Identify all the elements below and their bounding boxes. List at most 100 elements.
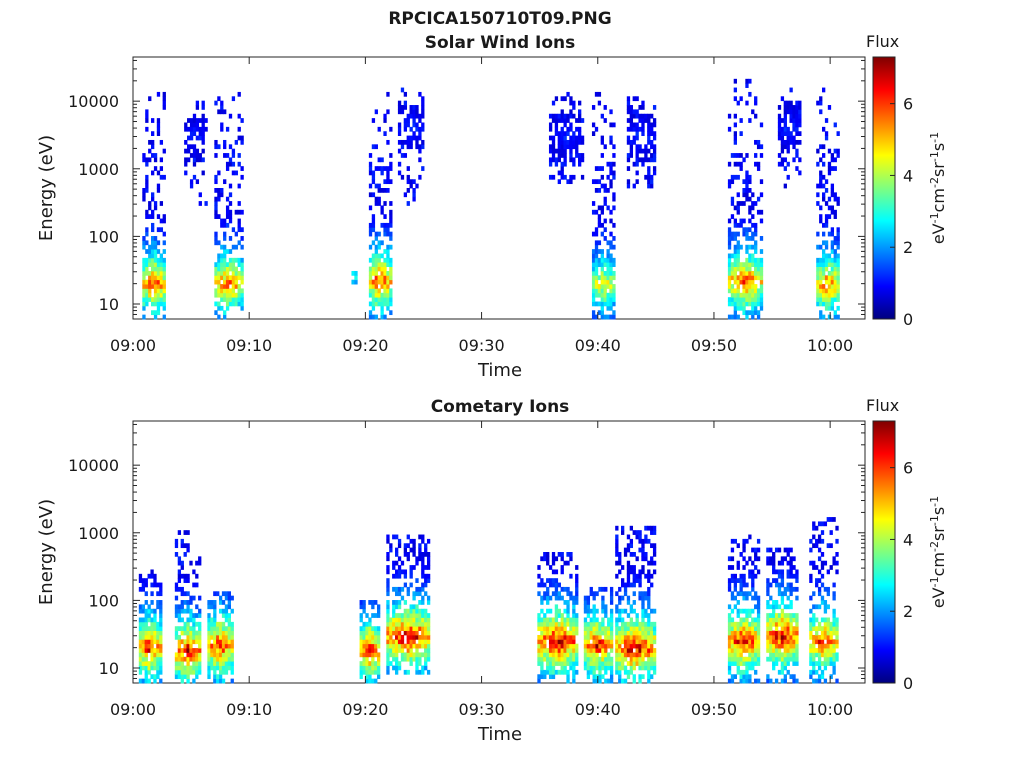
flux-cell [207, 626, 211, 631]
flux-cell [786, 552, 790, 557]
flux-cell [195, 634, 199, 640]
flux-cell [751, 665, 755, 671]
flux-cell [389, 222, 393, 228]
flux-cell [739, 244, 743, 250]
flux-cell [827, 288, 832, 294]
flux-cell [745, 231, 749, 237]
flux-cell [231, 270, 236, 276]
flux-cell [548, 565, 553, 570]
flux-cell [159, 218, 164, 224]
flux-cell [638, 547, 642, 553]
flux-cell [214, 240, 218, 246]
flux-cell [591, 262, 596, 267]
flux-cell [647, 139, 651, 145]
flux-cell [153, 665, 157, 671]
flux-cell [830, 157, 835, 163]
flux-cell [213, 665, 217, 671]
flux-cell [192, 131, 197, 136]
flux-cell [389, 617, 393, 623]
flux-cell [223, 284, 227, 289]
flux-cell [563, 669, 567, 675]
flux-cell [774, 639, 779, 645]
flux-cell [374, 196, 378, 202]
flux-cell [626, 630, 631, 636]
flux-cell [733, 249, 737, 254]
flux-cell [231, 284, 236, 289]
flux-cell [615, 634, 619, 640]
flux-cell [759, 236, 764, 241]
flux-cell [601, 617, 605, 623]
flux-cell [629, 630, 634, 636]
flux-cell [227, 648, 231, 653]
flux-cell [816, 288, 820, 294]
flux-cell [789, 600, 793, 605]
flux-cell [392, 565, 396, 570]
flux-cell [403, 600, 408, 605]
flux-cell [563, 157, 567, 163]
flux-cell [368, 648, 372, 653]
flux-cell [424, 613, 428, 618]
flux-cell [156, 674, 160, 680]
flux-cell [829, 652, 833, 658]
flux-cell [632, 643, 636, 649]
flux-cell [362, 630, 366, 636]
flux-cell [213, 621, 217, 627]
flux-cell [783, 139, 787, 145]
flux-cell [754, 661, 758, 666]
flux-cell [629, 105, 634, 110]
flux-cell [214, 205, 218, 211]
flux-cell [809, 652, 813, 658]
flux-cell [159, 270, 164, 276]
flux-cell [795, 656, 799, 662]
flux-cell [221, 591, 226, 597]
flux-cell [415, 643, 419, 649]
flux-cell [606, 188, 610, 193]
flux-cell [777, 591, 782, 597]
flux-cell [412, 196, 416, 202]
flux-cell [638, 148, 642, 154]
flux-cell [389, 126, 393, 132]
flux-cell [769, 678, 773, 684]
flux-cell [629, 148, 634, 154]
flux-cell [560, 126, 564, 132]
flux-cell [177, 643, 182, 649]
flux-cell [780, 626, 785, 631]
flux-cell [621, 661, 625, 666]
flux-cell [591, 253, 596, 259]
flux-cell [186, 643, 190, 649]
flux-cell [217, 262, 221, 267]
flux-cell [652, 630, 657, 636]
flux-cell [412, 118, 416, 123]
flux-cell [421, 109, 425, 115]
flux-cell [586, 669, 591, 675]
flux-cell [836, 153, 840, 158]
flux-cell [159, 227, 164, 233]
flux-cell [652, 648, 657, 653]
flux-cell [824, 240, 829, 246]
flux-cell [626, 135, 631, 141]
flux-cell [632, 552, 636, 557]
flux-cell [543, 630, 547, 636]
flux-cell [359, 648, 363, 653]
flux-cell [189, 118, 194, 123]
flux-cell [772, 643, 776, 649]
flux-cell [836, 231, 840, 237]
x-tick-label: 10:00 [807, 700, 853, 719]
flux-cell [548, 161, 553, 167]
flux-cell [632, 113, 636, 119]
flux-cell [578, 161, 582, 167]
flux-cell [748, 292, 752, 298]
flux-cell [586, 648, 591, 653]
flux-cell [592, 604, 596, 610]
flux-cell [380, 305, 384, 311]
flux-cell [812, 617, 816, 623]
flux-cell [409, 547, 413, 553]
flux-cell [138, 634, 143, 640]
flux-cell [609, 314, 613, 320]
flux-cell [635, 652, 639, 658]
flux-cell [162, 105, 166, 110]
flux-cell [751, 652, 755, 658]
flux-cell [817, 521, 822, 527]
colorbar-tick-label: 0 [903, 310, 913, 329]
flux-cell [644, 556, 648, 562]
